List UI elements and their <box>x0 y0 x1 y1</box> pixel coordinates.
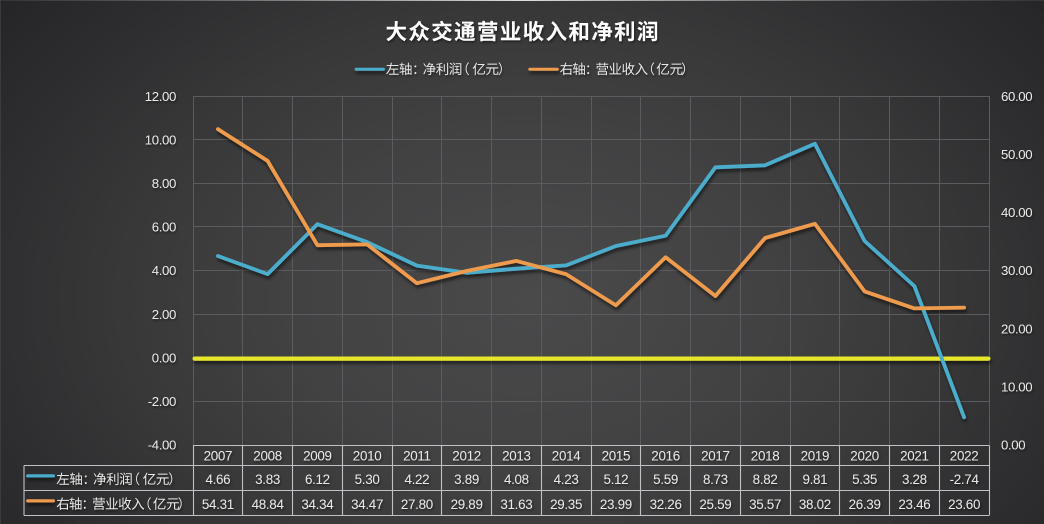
svg-text:12.00: 12.00 <box>145 89 176 104</box>
svg-text:9.81: 9.81 <box>802 472 827 487</box>
svg-text:5.12: 5.12 <box>603 472 628 487</box>
svg-text:25.59: 25.59 <box>699 497 731 512</box>
svg-text:2022: 2022 <box>950 449 979 464</box>
svg-text:-4.00: -4.00 <box>148 438 176 453</box>
svg-text:30.00: 30.00 <box>1001 263 1032 278</box>
svg-text:34.47: 34.47 <box>351 497 383 512</box>
svg-text:48.84: 48.84 <box>252 497 285 512</box>
svg-text:4.23: 4.23 <box>554 472 579 487</box>
svg-text:2008: 2008 <box>253 449 282 464</box>
svg-text:60.00: 60.00 <box>1001 89 1032 104</box>
svg-text:-2.74: -2.74 <box>950 472 980 487</box>
svg-text:2012: 2012 <box>452 449 481 464</box>
svg-text:2007: 2007 <box>204 449 233 464</box>
svg-text:4.22: 4.22 <box>404 472 429 487</box>
svg-text:40.00: 40.00 <box>1001 205 1032 220</box>
svg-text:2011: 2011 <box>403 449 431 464</box>
svg-text:54.31: 54.31 <box>202 497 234 512</box>
svg-text:34.34: 34.34 <box>301 497 334 512</box>
svg-text:29.89: 29.89 <box>451 497 483 512</box>
svg-text:10.00: 10.00 <box>1001 380 1032 395</box>
svg-text:5.30: 5.30 <box>355 472 380 487</box>
svg-text:3.89: 3.89 <box>454 472 479 487</box>
svg-text:50.00: 50.00 <box>1001 147 1032 162</box>
svg-text:2009: 2009 <box>303 449 332 464</box>
svg-text:3.83: 3.83 <box>255 472 280 487</box>
svg-text:32.26: 32.26 <box>650 497 682 512</box>
svg-text:20.00: 20.00 <box>1001 321 1032 336</box>
svg-text:23.60: 23.60 <box>948 497 980 512</box>
svg-text:-2.00: -2.00 <box>148 394 176 409</box>
svg-text:2010: 2010 <box>353 449 382 464</box>
svg-text:38.02: 38.02 <box>799 497 831 512</box>
svg-text:3.28: 3.28 <box>902 472 927 487</box>
svg-text:8.73: 8.73 <box>703 472 728 487</box>
svg-text:8.82: 8.82 <box>753 472 778 487</box>
svg-text:4.08: 4.08 <box>504 472 529 487</box>
svg-text:2020: 2020 <box>850 449 879 464</box>
svg-text:29.35: 29.35 <box>550 497 582 512</box>
svg-text:2015: 2015 <box>602 449 631 464</box>
svg-text:2013: 2013 <box>502 449 531 464</box>
svg-text:31.63: 31.63 <box>500 497 532 512</box>
svg-text:2014: 2014 <box>552 449 581 464</box>
svg-text:6.00: 6.00 <box>152 220 176 235</box>
svg-text:2019: 2019 <box>801 449 830 464</box>
svg-text:27.80: 27.80 <box>401 497 433 512</box>
svg-text:10.00: 10.00 <box>145 132 176 147</box>
svg-text:5.59: 5.59 <box>653 472 678 487</box>
svg-text:0.00: 0.00 <box>152 350 176 365</box>
svg-text:8.00: 8.00 <box>152 176 176 191</box>
svg-text:26.39: 26.39 <box>849 497 881 512</box>
svg-text:23.99: 23.99 <box>600 497 632 512</box>
svg-text:5.35: 5.35 <box>852 472 877 487</box>
svg-text:2018: 2018 <box>751 449 780 464</box>
svg-text:2016: 2016 <box>651 449 680 464</box>
svg-text:23.46: 23.46 <box>898 497 930 512</box>
svg-text:2.00: 2.00 <box>152 307 176 322</box>
svg-text:2021: 2021 <box>900 449 929 464</box>
svg-text:0.00: 0.00 <box>1001 438 1025 453</box>
svg-text:6.12: 6.12 <box>305 472 330 487</box>
svg-text:4.66: 4.66 <box>205 472 230 487</box>
svg-text:4.00: 4.00 <box>152 263 176 278</box>
svg-text:35.57: 35.57 <box>749 497 781 512</box>
svg-text:2017: 2017 <box>701 449 730 464</box>
